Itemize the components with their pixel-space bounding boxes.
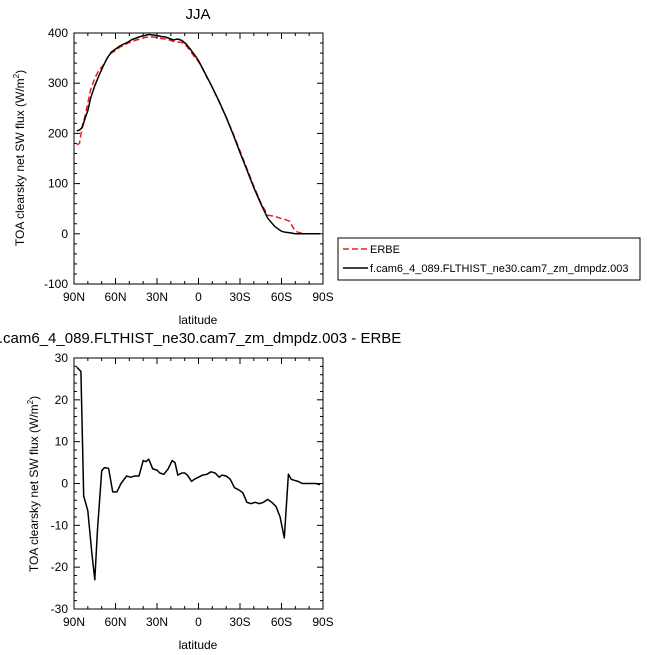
chart1-ylabel: TOA clearsky net SW flux (W/m2)	[12, 70, 27, 246]
chart1-series-line-0	[76, 36, 321, 235]
chart2-ylabel: TOA clearsky net SW flux (W/m2)	[26, 396, 41, 572]
chart1-xtick-label: 30N	[146, 290, 168, 304]
chart2-ytick-label: -10	[51, 518, 69, 532]
chart1-xtick-label: 30S	[229, 290, 250, 304]
chart2-ytick-label: 30	[55, 351, 69, 365]
chart2-xtick-label: 90S	[312, 615, 333, 629]
chart1-series-line-1	[76, 33, 321, 235]
chart2-series-line-0	[76, 366, 321, 581]
chart1-title: JJA	[185, 6, 210, 23]
chart1-ytick-label: 300	[48, 76, 68, 90]
chart1-xlabel: latitude	[179, 313, 218, 327]
legend-label-model: f.cam6_4_089.FLTHIST_ne30.cam7_zm_dmpdz.…	[370, 263, 628, 275]
chart1-ytick-label: 100	[48, 177, 68, 191]
chart1-xtick-label: 60N	[104, 290, 126, 304]
chart1-xtick-label: 60S	[271, 290, 292, 304]
chart2-ytick-label: 20	[55, 393, 69, 407]
chart2-xlabel: latitude	[179, 638, 218, 652]
chart2-xtick-label: 60N	[104, 615, 126, 629]
chart2-xtick-label: 90N	[63, 615, 85, 629]
chart2-xtick-label: 30N	[146, 615, 168, 629]
chart2-title: f.cam6_4_089.FLTHIST_ne30.cam7_zm_dmpdz.…	[0, 330, 401, 347]
chart2-ytick-label: -20	[51, 560, 69, 574]
chart1-legend: ERBE f.cam6_4_089.FLTHIST_ne30.cam7_zm_d…	[337, 237, 641, 281]
chart2-xtick-label: 0	[195, 615, 202, 629]
chart1-xtick-label: 90N	[63, 290, 85, 304]
chart1-xtick-label: 0	[195, 290, 202, 304]
chart2-ytick-label: 0	[61, 477, 68, 491]
chart2-ytick-label: 10	[55, 435, 69, 449]
chart1-ytick-label: 200	[48, 126, 68, 140]
chart1-ytick-label: 0	[61, 227, 68, 241]
chart1-xtick-label: 90S	[312, 290, 333, 304]
legend-label-erbe: ERBE	[370, 244, 400, 256]
chart1-ytick-label: 400	[48, 26, 68, 40]
chart2-ytick-label: -30	[51, 602, 69, 616]
legend-box	[337, 237, 641, 281]
chart2-xtick-label: 30S	[229, 615, 250, 629]
chart2-xtick-label: 60S	[271, 615, 292, 629]
chart1-plot-frame	[73, 32, 324, 285]
chart1-ytick-label: -100	[44, 277, 68, 291]
